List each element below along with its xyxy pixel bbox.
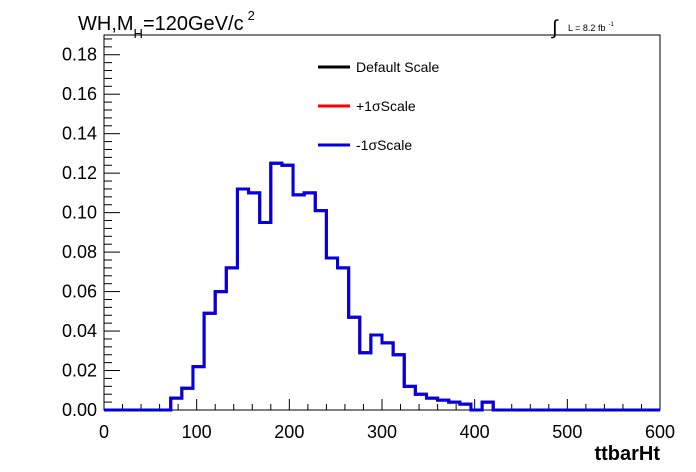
- y-tick-label: 0.02: [62, 361, 97, 381]
- legend: Default Scale +1σScale -1σScale: [318, 59, 439, 153]
- x-tick-label: 100: [182, 422, 212, 442]
- series-line: [104, 161, 660, 412]
- legend-label: +1σScale: [356, 98, 416, 114]
- series-line: [104, 161, 660, 412]
- lumi-text: L = 8.2 fb: [568, 23, 605, 33]
- x-axis-title: ttbarHt: [594, 443, 660, 465]
- y-tick-label: 0.06: [62, 282, 97, 302]
- y-tick-label: 0.16: [62, 84, 97, 104]
- lumi-label: L = 8.2 fb -1: [568, 22, 614, 33]
- x-tick-label: 300: [367, 422, 397, 442]
- x-axis: 0 100 200 300 400 500 600: [99, 399, 675, 442]
- lumi-integral: ∫: [551, 17, 559, 39]
- title-subscript: H: [134, 26, 143, 41]
- x-tick-label: 400: [460, 422, 490, 442]
- x-tick-label: 500: [552, 422, 582, 442]
- legend-label: -1σScale: [356, 137, 412, 153]
- y-tick-label: 0.12: [62, 163, 97, 183]
- y-tick-label: 0.04: [62, 321, 97, 341]
- chart-title: WH,MH=120GeV/c 2: [78, 8, 255, 41]
- plot-frame: [103, 34, 661, 411]
- title-superscript: 2: [248, 8, 255, 23]
- y-tick-label: 0.08: [62, 242, 97, 262]
- y-tick-label: 0.10: [62, 203, 97, 223]
- legend-label: Default Scale: [356, 59, 439, 75]
- x-tick-label: 600: [645, 422, 675, 442]
- y-axis: 0.00 0.02 0.04 0.06 0.08 0.10 0.12 0.14 0.16 0.18: [62, 38, 120, 420]
- series-line: [104, 161, 660, 412]
- title-suffix: =120GeV/c: [143, 13, 244, 35]
- y-tick-label: 0.18: [62, 45, 97, 65]
- x-tick-label: 0: [99, 422, 109, 442]
- y-tick-label: 0.14: [62, 124, 97, 144]
- lumi-superscript: -1: [608, 22, 614, 28]
- series-layer: [104, 161, 660, 412]
- title-prefix: WH,M: [78, 13, 134, 35]
- x-tick-label: 200: [274, 422, 304, 442]
- y-tick-label: 0.00: [62, 400, 97, 420]
